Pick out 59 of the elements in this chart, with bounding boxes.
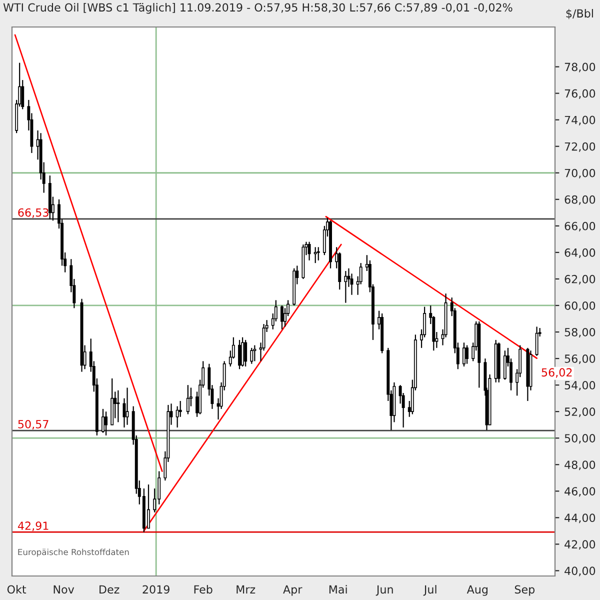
y-tick-label: 68,00 [564,195,596,205]
candlestick [241,336,244,368]
candlestick [535,326,538,356]
y-tick-label: 58,00 [564,328,596,338]
y-tick-label: 60,00 [564,301,596,311]
ref-line-label: 50,57 [18,420,48,430]
y-tick-label: 78,00 [564,62,596,72]
annotation: 56,02 [542,368,572,378]
x-tick-label: 2019 [142,585,170,594]
y-tick-label: 62,00 [564,274,596,284]
y-tick-label: 56,00 [564,354,596,364]
x-tick-label: Dez [100,585,120,594]
ref-line-label: 42,91 [18,522,48,532]
chart-title: WTI Crude Oil [WBS c1 Täglich] 11.09.2019 - O:57,95 H:58,30 L:57,66 C:57,89 -0,01 -0,02% [3,3,512,14]
x-tick-label: Aug [466,585,488,596]
y-tick-label: 42,00 [564,540,596,550]
candlestick [102,408,104,434]
candlestick [316,246,320,261]
candlestick [253,344,256,362]
candlestick [238,339,241,370]
y-tick-label: 48,00 [564,460,596,470]
annotation: Europäische Rohstoffdaten [18,548,129,557]
x-tick-label: Sep [514,585,535,596]
candlestick [250,347,254,364]
ref-line-label: 66,53 [18,208,48,218]
y-axis-title: $/Bbl [566,9,593,20]
candlestick [503,350,506,380]
candlestick [462,342,466,368]
x-tick-label: Apr [283,585,302,596]
candlestick [344,270,348,304]
x-tick-label: Jul [423,585,436,596]
y-tick-label: 64,00 [564,248,596,258]
candlestick [244,339,248,368]
y-tick-label: 50,00 [564,434,596,444]
y-tick-label: 46,00 [564,487,596,497]
x-tick-label: Nov [54,585,74,594]
y-tick-label: 52,00 [564,408,596,418]
y-tick-label: 54,00 [564,381,596,391]
y-tick-label: 70,00 [564,168,596,178]
y-tick-label: 72,00 [564,142,596,152]
y-tick-label: 66,00 [564,222,596,232]
candlestick [314,246,317,264]
candlestick [280,304,284,330]
candlestick [104,411,108,436]
y-tick-label: 76,00 [564,89,596,99]
candlestick [308,241,311,261]
candlestick [116,390,120,423]
y-tick-label: 40,00 [564,566,596,576]
y-tick-label: 44,00 [564,514,596,524]
x-tick-label: Jun [376,585,393,596]
candlestick [126,387,129,426]
candlestick [466,344,469,364]
x-tick-label: Mai [329,585,347,594]
x-tick-label: Feb [194,585,212,594]
candlestick [186,384,190,415]
candlestick [178,400,182,418]
x-tick-label: Mrz [236,585,256,594]
x-tick-label: Okt [7,585,26,594]
y-tick-label: 74,00 [564,116,596,126]
